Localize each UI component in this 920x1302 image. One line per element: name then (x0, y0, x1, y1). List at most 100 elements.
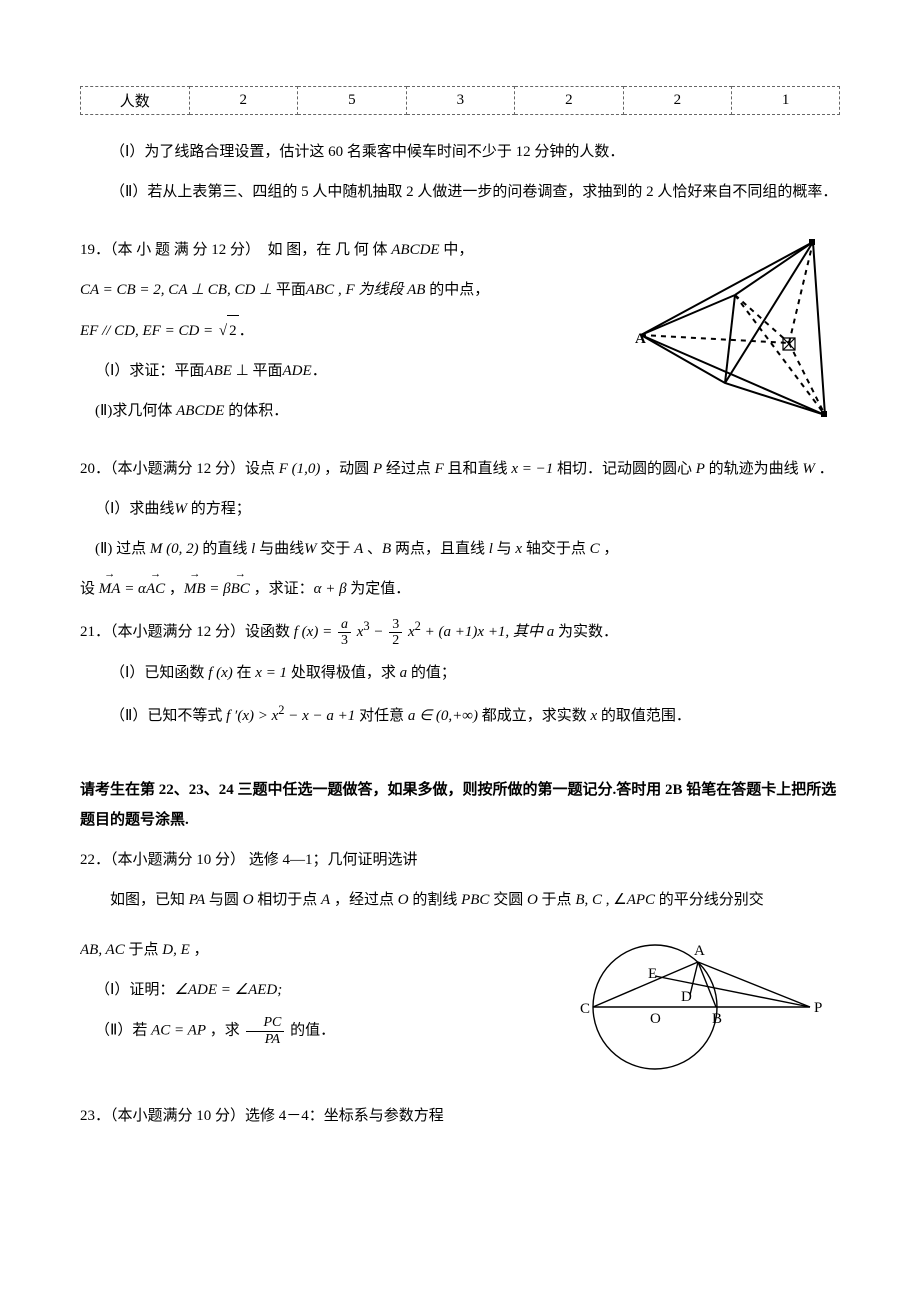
q19-IIb: ABCDE (176, 403, 224, 419)
q20a: 20．（本小题满分 12 分）设点 (80, 461, 279, 477)
q22-head: 22．（本小题满分 10 分） 选修 4—1；几何证明选讲 (80, 845, 840, 875)
solid-geometry-figure: A (635, 225, 840, 425)
q20j: P (696, 461, 705, 477)
q22IIa: （Ⅱ）若 (95, 1023, 151, 1039)
q20vg: 为定值． (347, 581, 411, 597)
q20IIo: 轴交于点 (522, 541, 590, 557)
q22b4: O (243, 892, 254, 908)
q20g: 且和直线 (444, 461, 512, 477)
q22c3: D, E (162, 942, 190, 958)
q20vc: ， (165, 581, 184, 597)
q21Ig: 的值； (407, 665, 456, 681)
q22b16: APC (627, 892, 655, 908)
q20vd: = β (206, 581, 231, 597)
q19-IIa: (Ⅱ)求几何体 (95, 403, 176, 419)
q20k: 的轨迹为曲线 (705, 461, 803, 477)
q22b10: PBC (461, 892, 489, 908)
q20vb: = α (120, 581, 146, 597)
q20IIj: B (382, 541, 391, 557)
frequency-table: 人数 2 5 3 2 2 1 (80, 86, 840, 115)
q22c1: AB, AC (80, 942, 125, 958)
q21c: x (353, 624, 363, 640)
frac-pcpa: PCPA (246, 1015, 285, 1047)
table-cell: 2 (515, 87, 624, 115)
q23-head: 23．（本小题满分 10 分）选修 4－4：坐标系与参数方程 (80, 1101, 840, 1131)
q22IIc: ，求 (206, 1023, 244, 1039)
sqrt-icon: √2 (217, 315, 239, 346)
q19-Ib: ABE (204, 363, 232, 379)
label-C: C (580, 1001, 590, 1017)
q19-l3c: ． (239, 323, 254, 339)
q19-Id: ADE (283, 363, 312, 379)
q22Ib: ∠ADE = ∠AED; (174, 982, 282, 998)
q21-head: 21．（本小题满分 12 分）设函数 f (x) = a3 x3 − 32 x2… (80, 614, 840, 648)
q21Ia: （Ⅰ）已知函数 (110, 665, 208, 681)
q19-IIc: 的体积． (224, 403, 288, 419)
q22IId: 的值． (286, 1023, 335, 1039)
q21IIa: （Ⅱ）已知不等式 (110, 708, 226, 724)
q20-vectors: 设 MA = αAC ，MB = βBC ，求证：α + β 为定值． (80, 574, 840, 604)
frac2-num: 3 (389, 617, 402, 633)
q22b9: 的割线 (409, 892, 462, 908)
frac2-den: 2 (389, 633, 402, 648)
q22b2: PA (189, 892, 205, 908)
q20IIi: 、 (363, 541, 382, 557)
q19-head-b: 中， (440, 242, 474, 258)
frac-a3: a3 (338, 617, 351, 649)
frac-pc-num: PC (246, 1015, 285, 1031)
q19-l2e: AB (407, 282, 425, 298)
q19-l2c: ABC (306, 282, 334, 298)
q20Ib: W (174, 501, 187, 517)
sqrt2-radicand: 2 (227, 315, 239, 346)
q19-Ia: （Ⅰ）求证：平面 (95, 363, 204, 379)
q22b15: , ∠ (602, 892, 627, 908)
q21Id: x = 1 (255, 665, 287, 681)
vec-ma: MA (99, 574, 121, 604)
label-D: D (681, 989, 692, 1005)
q19-l3a: EF // CD, EF = CD = (80, 323, 217, 339)
q19-l2d: , F 为线段 (334, 282, 407, 298)
q21-part-i: （Ⅰ）已知函数 f (x) 在 x = 1 处取得极值，求 a 的值； (80, 658, 840, 688)
vec-mb: MB (184, 574, 206, 604)
circle-tangent-figure: A B C D E O P (550, 925, 840, 1075)
q22b17: 的平分线分别交 (655, 892, 764, 908)
q20l: W (802, 461, 815, 477)
q21-part-ii: （Ⅱ）已知不等式 f ′(x) > x2 − x − a +1 对任意 a ∈ … (80, 698, 840, 731)
q22b7: ，经过点 (330, 892, 398, 908)
q21IIh: 的取值范围． (597, 708, 691, 724)
q20m: ． (815, 461, 834, 477)
q20IIq: ， (600, 541, 619, 557)
q19-block: A 19．（本 小 题 满 分 12 分） 如 图，在 几 何 体 ABCDE … (80, 225, 840, 436)
q21IId: 对任意 (355, 708, 408, 724)
label-E: E (648, 966, 657, 982)
label-P: P (814, 1000, 822, 1016)
frac1-den: 3 (338, 633, 351, 648)
q20h: x = −1 (511, 461, 553, 477)
q20-head: 20．（本小题满分 12 分）设点 F (1,0) ，动圆 P 经过点 F 且和… (80, 454, 840, 484)
q20IIh: A (354, 541, 363, 557)
q19-Ie: ． (312, 363, 327, 379)
q21If: a (400, 665, 408, 681)
q19-head-a: 19．（本 小 题 满 分 12 分） 如 图，在 几 何 体 (80, 242, 391, 258)
q20IIm: 与 (493, 541, 516, 557)
q20IIa: (Ⅱ) 过点 (95, 541, 150, 557)
q19-l2a: CA = CB = 2, CA ⊥ CB, CD ⊥ (80, 282, 276, 298)
q22c2: 于点 (125, 942, 163, 958)
q22-body1: 如图，已知 PA 与圆 O 相切于点 A ，经过点 O 的割线 PBC 交圆 O… (80, 885, 840, 915)
q20-part-ii: (Ⅱ) 过点 M (0, 2) 的直线 l 与曲线W 交于 A 、B 两点，且直… (80, 534, 840, 564)
q18-part-ii: （Ⅱ）若从上表第三、四组的 5 人中随机抽取 2 人做进一步的问卷调查，求抽到的… (80, 177, 840, 207)
q20Ic: 的方程； (187, 501, 251, 517)
q22b14: B, C (575, 892, 602, 908)
q22b3: 与圆 (205, 892, 243, 908)
q19-Ic: ⊥ 平面 (232, 363, 283, 379)
q20c: ，动圆 (320, 461, 373, 477)
q20d: P (373, 461, 382, 477)
q20ve: ，求证： (250, 581, 314, 597)
q21IIf: 都成立，求实数 (478, 708, 591, 724)
q22I: （Ⅰ）证明： (95, 982, 174, 998)
frac1-num: a (338, 617, 351, 633)
label-O: O (650, 1011, 661, 1027)
q22b12: O (527, 892, 538, 908)
q19-l2f: 的中点， (425, 282, 489, 298)
label-A: A (694, 943, 705, 959)
